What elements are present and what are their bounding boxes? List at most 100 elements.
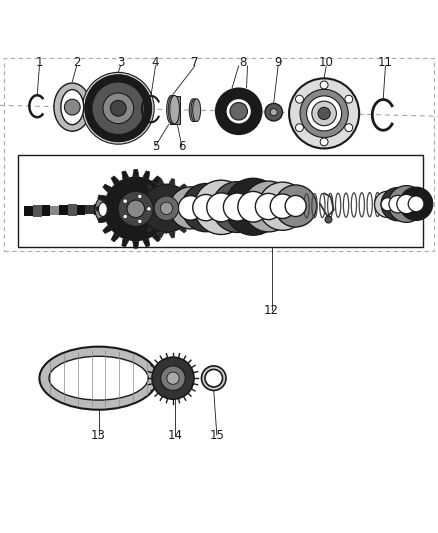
- Circle shape: [154, 196, 179, 221]
- Bar: [24, 206, 33, 216]
- Ellipse shape: [99, 203, 107, 216]
- Circle shape: [325, 216, 332, 223]
- Circle shape: [118, 191, 153, 227]
- Circle shape: [238, 191, 268, 222]
- Polygon shape: [98, 216, 106, 223]
- Polygon shape: [160, 225, 169, 233]
- Circle shape: [205, 369, 223, 387]
- Polygon shape: [187, 194, 194, 200]
- Circle shape: [85, 76, 151, 141]
- Circle shape: [127, 200, 145, 217]
- Circle shape: [161, 366, 185, 391]
- Circle shape: [85, 75, 152, 142]
- Bar: [94, 204, 103, 215]
- Circle shape: [182, 183, 230, 232]
- Circle shape: [408, 196, 424, 212]
- Bar: [33, 205, 42, 217]
- Text: 6: 6: [178, 140, 186, 152]
- Circle shape: [82, 72, 154, 144]
- Polygon shape: [143, 171, 150, 179]
- Ellipse shape: [193, 99, 201, 122]
- Bar: [170, 95, 180, 124]
- Circle shape: [307, 96, 342, 131]
- Polygon shape: [136, 205, 141, 212]
- Polygon shape: [180, 184, 187, 191]
- Text: 9: 9: [274, 56, 282, 69]
- Bar: [59, 205, 68, 215]
- Ellipse shape: [61, 90, 84, 125]
- Circle shape: [388, 185, 425, 222]
- Circle shape: [226, 98, 252, 124]
- Circle shape: [275, 185, 317, 227]
- Circle shape: [397, 195, 416, 214]
- Text: 4: 4: [152, 56, 159, 69]
- FancyBboxPatch shape: [18, 155, 423, 247]
- Circle shape: [160, 202, 173, 214]
- Circle shape: [320, 138, 328, 146]
- Ellipse shape: [168, 95, 178, 124]
- Circle shape: [345, 124, 353, 132]
- Circle shape: [64, 99, 80, 115]
- Polygon shape: [169, 179, 175, 185]
- Circle shape: [193, 195, 219, 221]
- Polygon shape: [152, 233, 160, 242]
- Circle shape: [225, 178, 282, 235]
- Ellipse shape: [39, 346, 158, 410]
- Text: 13: 13: [91, 429, 106, 442]
- Polygon shape: [111, 233, 119, 242]
- Circle shape: [399, 187, 433, 221]
- Circle shape: [201, 366, 226, 391]
- Text: 15: 15: [209, 429, 224, 442]
- Polygon shape: [191, 205, 197, 212]
- Ellipse shape: [95, 197, 111, 222]
- Polygon shape: [169, 232, 175, 238]
- Ellipse shape: [54, 83, 91, 131]
- Circle shape: [167, 372, 179, 384]
- Polygon shape: [96, 206, 103, 212]
- Circle shape: [285, 196, 306, 216]
- Circle shape: [243, 181, 294, 232]
- Ellipse shape: [170, 95, 180, 124]
- Circle shape: [381, 198, 394, 211]
- Polygon shape: [158, 232, 164, 238]
- Circle shape: [312, 101, 336, 126]
- Polygon shape: [98, 195, 106, 202]
- Circle shape: [296, 124, 304, 132]
- Polygon shape: [103, 225, 111, 233]
- Bar: [68, 204, 77, 216]
- Circle shape: [381, 188, 414, 221]
- Polygon shape: [143, 239, 150, 247]
- Circle shape: [207, 193, 236, 222]
- Polygon shape: [168, 206, 175, 212]
- Circle shape: [289, 78, 359, 149]
- Polygon shape: [160, 184, 169, 192]
- Text: 12: 12: [264, 304, 279, 317]
- Circle shape: [147, 207, 151, 211]
- Bar: [85, 205, 94, 214]
- Polygon shape: [138, 194, 145, 200]
- Text: 3: 3: [117, 56, 124, 69]
- Circle shape: [389, 196, 406, 213]
- Circle shape: [152, 357, 194, 399]
- Circle shape: [255, 193, 282, 220]
- Polygon shape: [152, 176, 160, 184]
- Polygon shape: [158, 179, 164, 185]
- Circle shape: [138, 219, 142, 223]
- Bar: [42, 205, 50, 216]
- Bar: [50, 206, 59, 215]
- Circle shape: [374, 191, 401, 217]
- Ellipse shape: [189, 99, 197, 122]
- Circle shape: [258, 182, 307, 230]
- Polygon shape: [187, 216, 194, 223]
- Polygon shape: [146, 226, 153, 233]
- Polygon shape: [133, 169, 139, 176]
- Polygon shape: [111, 176, 119, 184]
- Polygon shape: [122, 239, 129, 247]
- Text: 10: 10: [319, 56, 334, 69]
- Polygon shape: [146, 184, 153, 191]
- Ellipse shape: [191, 99, 199, 122]
- Polygon shape: [166, 195, 174, 202]
- Circle shape: [103, 93, 134, 124]
- Circle shape: [92, 82, 145, 134]
- Text: 1: 1: [35, 56, 43, 69]
